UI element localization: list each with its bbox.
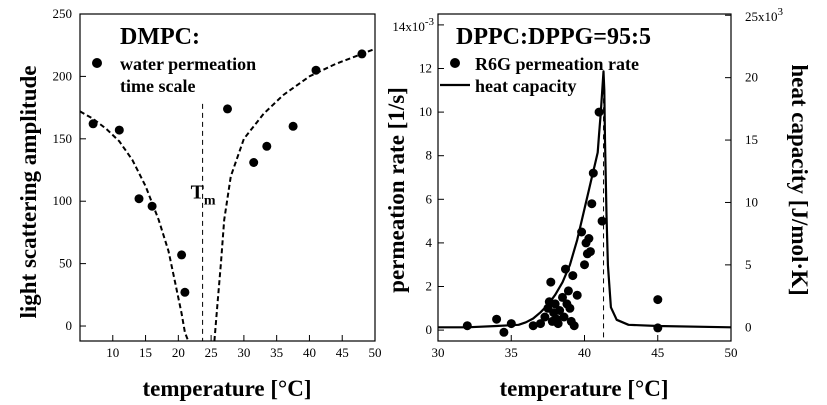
y-tick-label: 150 [53, 131, 73, 146]
y2-tick-label: 5 [745, 257, 752, 272]
legend-label-line1: water permeation [120, 54, 256, 74]
x-axis-title-right: temperature [°C] [499, 376, 668, 401]
x-tick-label: 20 [172, 345, 185, 360]
y-tick-label: 100 [53, 193, 73, 208]
y-top-multiplier: 14x10-3 [392, 16, 434, 34]
y2-axis-title: heat capacity [J/mol·K] [787, 64, 812, 295]
data-point [249, 158, 259, 167]
data-point [134, 194, 144, 204]
data-point [572, 290, 582, 300]
data-point [528, 321, 538, 331]
y2-tick-label: 0 [745, 319, 752, 334]
tm-label: Tm [191, 182, 216, 209]
data-point [588, 168, 598, 178]
x-tick-label: 25 [205, 345, 218, 360]
legend-label-line2: time scale [120, 76, 195, 96]
data-point [568, 271, 578, 281]
data-point [223, 104, 232, 114]
x-tick-label: 50 [725, 345, 738, 360]
x-tick-label: 30 [432, 345, 445, 360]
data-point [88, 119, 98, 129]
legend-label-r6g: R6G permeation rate [475, 54, 639, 74]
y-tick-label: 8 [426, 148, 433, 163]
x-tick-label: 30 [237, 345, 250, 360]
data-point [561, 264, 570, 274]
data-point [540, 312, 550, 322]
legend-label-heat: heat capacity [475, 76, 576, 96]
data-point [653, 323, 663, 333]
data-point [553, 319, 563, 329]
y2-tick-label: 10 [745, 194, 758, 209]
data-point [559, 312, 569, 322]
data-point [550, 299, 560, 309]
data-point [262, 141, 272, 151]
data-point [288, 121, 298, 131]
panel-dppc-dppg: 30 35 40 45 50 0 2 4 6 8 10 12 0 5 10 15 20 14x10-3 25x1… [384, 6, 812, 401]
legend-marker-points [92, 58, 102, 68]
y-tick-label: 200 [53, 68, 73, 83]
data-point [587, 199, 597, 209]
data-point [147, 201, 157, 211]
data-point [558, 292, 567, 302]
y-tick-label: 0 [66, 318, 73, 333]
x-tick-label: 40 [578, 345, 591, 360]
data-point [594, 107, 604, 117]
data-point [563, 286, 573, 296]
fit-curve-fit-right [213, 47, 376, 342]
x-tick-label: 40 [303, 345, 316, 360]
legend-marker-points [450, 58, 460, 68]
data-point [114, 125, 124, 135]
data-point [506, 319, 516, 329]
panel-title-dmpc: DMPC: [120, 24, 200, 50]
fit-curve-fit-left [79, 110, 190, 342]
x-tick-label: 10 [106, 345, 119, 360]
y-tick-label: 0 [426, 322, 433, 337]
data-point [180, 287, 190, 297]
data-point [577, 227, 587, 237]
y-tick-label: 6 [426, 191, 433, 206]
y2-tick-label: 20 [745, 70, 758, 85]
x-tick-label: 45 [651, 345, 664, 360]
x-axis-title-left: temperature [°C] [142, 376, 311, 401]
data-point [569, 321, 579, 331]
data-point [584, 234, 594, 243]
y2-tick-label: 15 [745, 132, 758, 147]
y-tick-label: 4 [426, 235, 433, 250]
y-tick-label: 50 [59, 256, 72, 271]
data-point [311, 65, 321, 75]
data-point [555, 306, 565, 315]
panel-dmpc: 10 15 20 25 30 35 40 45 50 0 50 100 150 200 250 Tm DMP… [16, 6, 382, 401]
data-point [580, 260, 589, 270]
y-axis-title-left: light scattering amplitude [16, 66, 41, 319]
data-point [177, 250, 187, 260]
data-point [585, 247, 595, 257]
plot-frame [79, 13, 376, 342]
panel-title-dppc: DPPC:DPPG=95:5 [456, 24, 651, 50]
data-point [492, 314, 502, 324]
x-tick-label: 35 [505, 345, 518, 360]
heat-capacity-curve [438, 70, 732, 329]
data-point [565, 303, 575, 313]
data-point [499, 327, 509, 337]
y-tick-label: 250 [53, 6, 73, 21]
x-tick-label: 35 [270, 345, 283, 360]
x-tick-label: 45 [336, 345, 349, 360]
x-tick-label: 15 [139, 345, 152, 360]
x-tick-label: 50 [369, 345, 382, 360]
data-point [357, 49, 367, 59]
y2-top-multiplier: 25x103 [745, 6, 784, 24]
y-tick-label: 10 [419, 104, 432, 119]
data-point [597, 216, 607, 226]
data-point [653, 295, 663, 305]
y-axis-title-right: permeation rate [1/s] [384, 87, 409, 293]
data-point [536, 319, 545, 329]
y-tick-label: 2 [426, 279, 433, 294]
y-tick-label: 12 [419, 61, 432, 76]
data-point [462, 321, 472, 331]
data-point [546, 277, 556, 287]
